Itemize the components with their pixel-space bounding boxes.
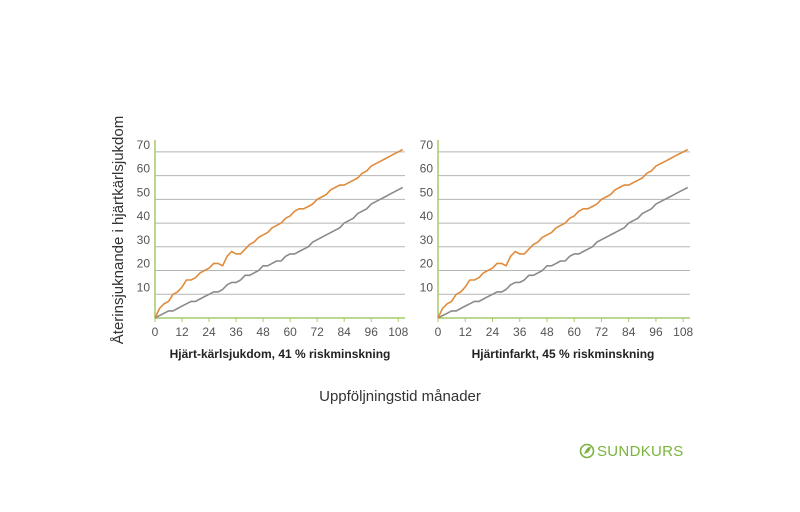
x-tick-label-72: 72 <box>595 325 609 339</box>
x-tick-label-108: 108 <box>673 325 693 339</box>
sundkurs-logo: SUNDKURS <box>579 443 684 460</box>
y-tick-label-60: 60 <box>420 162 434 176</box>
x-tick-label-48: 48 <box>540 325 554 339</box>
chart-panels: 10 20 30 40 50 60 70 0 12 24 36 48 60 72 84 96 108 Hjärt-… <box>137 138 694 361</box>
x-tick-label-108: 108 <box>388 325 408 339</box>
x-tick-label-84: 84 <box>338 325 352 339</box>
brand-name: SUNDKURS <box>597 443 684 460</box>
leaf-icon <box>579 443 595 459</box>
y-tick-label-10: 10 <box>137 280 151 294</box>
y-tick-label-70: 70 <box>420 138 434 152</box>
x-tick-label-36: 36 <box>229 325 243 339</box>
x-tick-label-60: 60 <box>283 325 297 339</box>
y-axis-label: Återinsjuknande i hjärtkärlsjukdom <box>110 116 127 344</box>
chart-panel-1: 10 20 30 40 50 60 70 0 12 24 36 48 60 72 84 96 108 Hjärt-… <box>137 138 409 361</box>
x-tick-label-96: 96 <box>649 325 663 339</box>
y-tick-label-60: 60 <box>137 162 151 176</box>
y-tick-label-20: 20 <box>420 257 434 271</box>
y-tick-label-40: 40 <box>420 209 434 223</box>
y-tick-label-50: 50 <box>137 185 151 199</box>
y-tick-label-20: 20 <box>137 257 151 271</box>
y-tick-label-10: 10 <box>420 280 434 294</box>
x-tick-label-24: 24 <box>202 325 216 339</box>
series-line-orange <box>437 148 689 319</box>
series-line-gray <box>437 186 689 319</box>
x-tick-label-72: 72 <box>310 325 324 339</box>
x-axis-label: Uppföljningstid månader <box>319 388 481 405</box>
y-tick-label-40: 40 <box>137 209 151 223</box>
x-tick-label-0: 0 <box>152 325 159 339</box>
x-tick-label-96: 96 <box>365 325 379 339</box>
x-tick-label-84: 84 <box>622 325 636 339</box>
panel-title-1: Hjärt-kärlsjukdom, 41 % riskminskning <box>170 347 391 361</box>
x-tick-label-12: 12 <box>459 325 473 339</box>
chart-panel-2: 10 20 30 40 50 60 70 0 12 24 36 48 60 72 84 96 108 Hjärti… <box>420 138 694 361</box>
y-tick-label-30: 30 <box>420 233 434 247</box>
y-tick-label-30: 30 <box>137 233 151 247</box>
y-tick-label-70: 70 <box>137 138 151 152</box>
series-line-orange <box>154 148 404 319</box>
x-tick-label-0: 0 <box>435 325 442 339</box>
panel-title-2: Hjärtinfarkt, 45 % riskminskning <box>472 347 655 361</box>
x-tick-label-36: 36 <box>513 325 527 339</box>
series-line-gray <box>154 186 404 319</box>
x-tick-label-12: 12 <box>175 325 189 339</box>
x-tick-label-60: 60 <box>568 325 582 339</box>
x-tick-label-48: 48 <box>256 325 270 339</box>
x-tick-label-24: 24 <box>486 325 500 339</box>
y-tick-label-50: 50 <box>420 185 434 199</box>
